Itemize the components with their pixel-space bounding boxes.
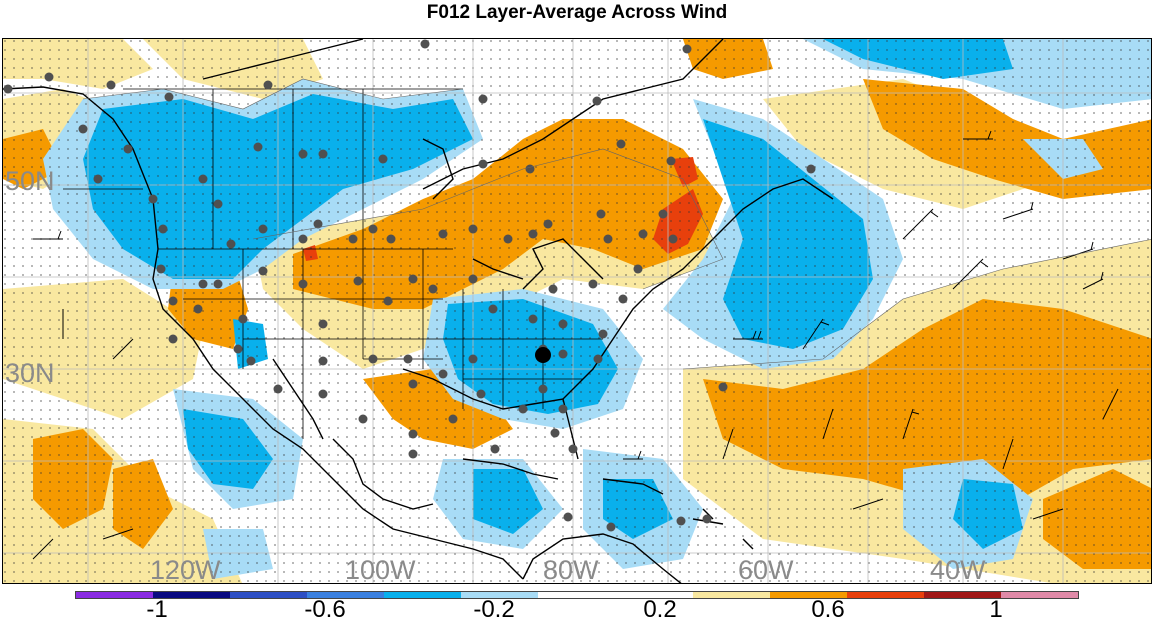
lon-label-100w: 100W	[345, 557, 416, 584]
lon-label-60w: 60W	[738, 557, 794, 584]
highlighted-station	[535, 347, 551, 363]
color-legend-bar	[75, 591, 1079, 599]
lon-label-40w: 40W	[930, 557, 986, 584]
legend-tick-label: 0.2	[643, 598, 676, 622]
legend-color-swatch	[693, 592, 770, 598]
lon-label-80w: 80W	[543, 557, 599, 584]
map-canvas	[3, 39, 1152, 584]
legend-color-swatch	[230, 592, 307, 598]
map-panel	[2, 38, 1152, 584]
legend-color-swatch	[384, 592, 461, 598]
map-title: F012 Layer-Average Across Wind	[0, 0, 1154, 30]
legend-tick-label: -0.2	[473, 598, 514, 622]
legend-color-swatch	[538, 592, 615, 598]
legend-color-swatch	[76, 592, 153, 598]
legend-tick-label: 0.6	[811, 598, 844, 622]
lon-label-120w: 120W	[150, 557, 221, 584]
legend-tick-label: -0.6	[304, 598, 345, 622]
legend-color-swatch	[1001, 592, 1078, 598]
legend-tick-label: -1	[146, 598, 167, 622]
lat-label-50n: 50N	[5, 168, 55, 195]
lat-label-30n: 30N	[5, 360, 55, 387]
legend-color-swatch	[847, 592, 924, 598]
legend-tick-label: 1	[989, 598, 1002, 622]
significance-stipple	[3, 39, 1152, 584]
